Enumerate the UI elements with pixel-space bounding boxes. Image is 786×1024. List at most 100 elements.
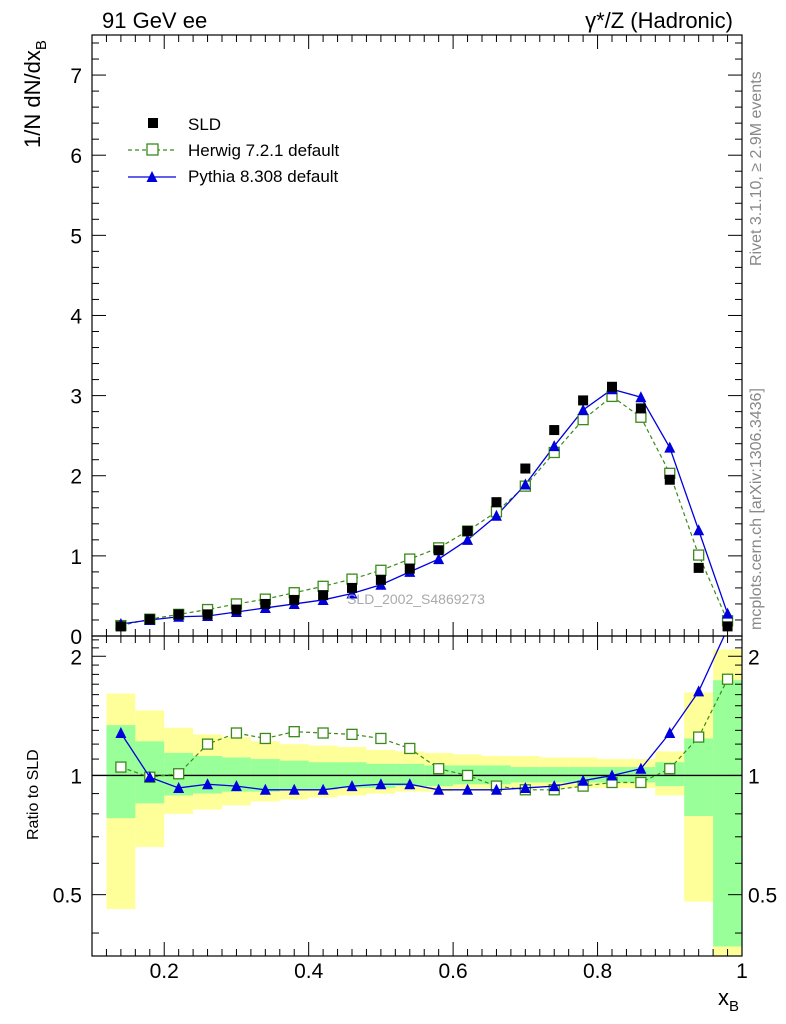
legend-label-herwig: Herwig 7.2.1 default [188, 141, 339, 160]
main-sld-point [115, 621, 126, 632]
x-axis-label-sub: B [729, 998, 739, 1015]
watermark: SLD_2002_S4869273 [347, 591, 485, 607]
ratio-pythia-point [577, 774, 589, 786]
main-herwig-point [404, 553, 416, 565]
ratio-pythia-point [462, 783, 474, 795]
main-ytick-label: 1 [70, 546, 82, 569]
main-herwig-point [346, 573, 358, 585]
main-pythia-line [120, 388, 729, 625]
band-inner-bin [713, 680, 742, 947]
mcplots-side-label: mcplots.cern.ch [arXiv:1306.3436] [748, 388, 765, 630]
main-sld-point [578, 395, 589, 406]
main-pythia-point [548, 440, 560, 452]
ratio-panel: 0.2 0.4 0.6 0.8 1 0.5 0.5 1 1 2 2 [53, 635, 777, 983]
x-tick-label: 1 [736, 960, 748, 983]
main-pythia-point [433, 553, 445, 565]
ratio-herwig-line [120, 678, 729, 791]
ratio-herwig-point [317, 727, 329, 739]
ratio-pythia-point [693, 685, 705, 697]
main-sld-point [491, 497, 502, 508]
ratio-bands [106, 649, 742, 956]
legend-marker-sld [148, 118, 158, 128]
ratio-herwig-point [433, 763, 445, 775]
main-pythia-point [346, 587, 358, 599]
band-inner-bin [510, 767, 540, 783]
main-pythia-point [577, 404, 589, 416]
ratio-pythia-point [230, 780, 242, 792]
main-ytick-label: 2 [70, 466, 82, 489]
ratio-pythia-point [346, 780, 358, 792]
ratio-pythia-point [173, 781, 185, 793]
ratio-herwig-point [721, 673, 734, 685]
legend-marker-herwig [146, 143, 159, 156]
ratio-herwig-point [346, 728, 358, 741]
ratio-pythia-point [375, 778, 387, 790]
main-pythia-point [519, 478, 531, 490]
ratio-herwig-point [259, 732, 271, 745]
main-ytick-label: 3 [70, 386, 82, 409]
x-axis-label: xB [718, 985, 739, 1015]
main-sld-point [722, 621, 733, 632]
ratio-ytick-label-right: 1 [748, 765, 760, 788]
header-right: γ*/Z (Hadronic) [585, 8, 733, 33]
main-sld-point [433, 545, 444, 556]
ratio-herwig-point [693, 731, 705, 743]
main-sld-point [607, 381, 617, 392]
main-sld-point [664, 474, 675, 485]
main-pythia-point [722, 607, 734, 619]
ratio-herwig-point [115, 761, 127, 773]
ratio-pythia-point [404, 778, 416, 790]
ratio-pythia-point [288, 783, 300, 795]
main-ytick-label: 4 [70, 305, 82, 328]
main-ytick-label: 5 [70, 225, 82, 248]
main-herwig-point [577, 413, 589, 426]
ratio-herwig-point [230, 727, 243, 739]
main-sld-point [462, 526, 473, 537]
ratio-herwig-point [635, 776, 647, 789]
main-ytick-label: 7 [70, 65, 82, 88]
main-series [115, 381, 734, 632]
ratio-pythia-point [144, 771, 156, 783]
rivet-side-label: Rivet 3.1.10, ≥ 2.9M events [748, 71, 765, 266]
ratio-pythia-point [664, 727, 676, 739]
main-herwig-point [635, 411, 647, 423]
main-sld-point [202, 609, 213, 620]
main-y-axis-label: 1/N dN/dxB [20, 40, 50, 148]
ratio-pythia-point [635, 762, 647, 774]
ratio-ytick-label-right: 0.5 [748, 885, 777, 908]
main-herwig-point [693, 549, 705, 561]
ratio-pythia-point [519, 781, 531, 793]
main-sld-point [520, 463, 531, 474]
main-sld-point [404, 563, 415, 574]
main-herwig-point [317, 580, 329, 592]
legend-label-pythia: Pythia 8.308 default [188, 167, 339, 186]
main-sld-point [173, 609, 184, 620]
main-sld-point [260, 598, 271, 609]
ratio-pythia-line [120, 636, 725, 791]
main-y-axis-label-sub: B [33, 40, 50, 50]
ratio-pythia-point [433, 783, 445, 795]
main-pythia-point [664, 441, 676, 453]
main-herwig-point [375, 564, 387, 576]
main-herwig-line [120, 395, 729, 627]
ratio-herwig-point [288, 726, 300, 738]
main-sld-point [231, 604, 242, 615]
legend: SLD Herwig 7.2.1 default Pythia 8.308 de… [128, 115, 339, 186]
x-axis-label-text: x [718, 985, 729, 1010]
ratio-pythia-point [548, 780, 560, 792]
band-inner-bin [539, 767, 569, 783]
ratio-herwig-point [461, 769, 474, 782]
header-left: 91 GeV ee [102, 8, 207, 33]
main-pythia-point [693, 524, 705, 536]
ratio-ytick-label-right: 2 [748, 646, 760, 669]
main-sld-point [693, 562, 704, 573]
ratio-herwig-point [201, 738, 214, 750]
ratio-pythia-point [202, 778, 214, 790]
ratio-y-axis-label: Ratio to SLD [25, 749, 42, 840]
band-inner-bin [684, 738, 714, 816]
ratio-herwig-point [664, 763, 676, 775]
ratio-pythia-point [606, 769, 618, 781]
main-sld-point [318, 590, 329, 601]
main-pythia-point [635, 391, 647, 403]
